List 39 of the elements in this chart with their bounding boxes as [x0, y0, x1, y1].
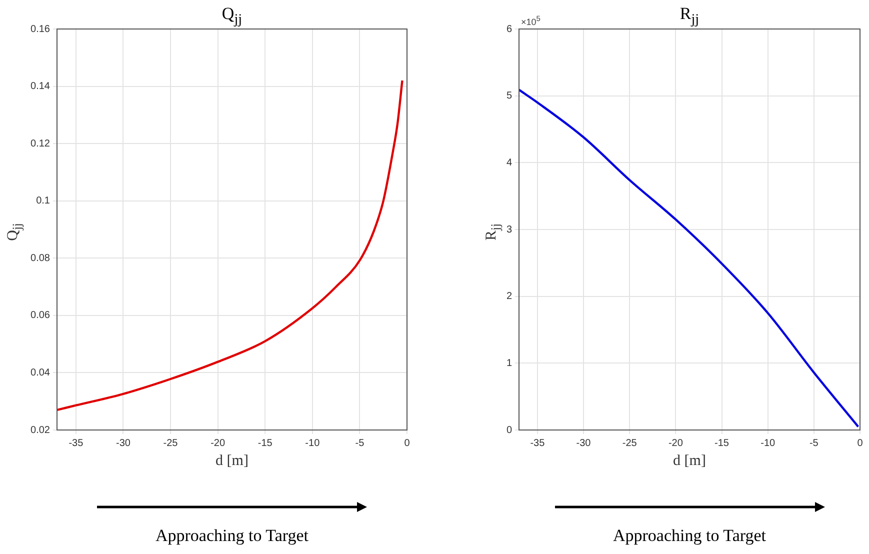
y-tick-label: 0.12 [30, 138, 50, 150]
y-tick-label: 0 [506, 424, 512, 436]
y-tick-label: 0.08 [30, 252, 50, 264]
y-tick-label: 3 [506, 224, 512, 236]
text: Approaching to Target [612, 526, 766, 546]
x-tick-label: -15 [714, 438, 730, 449]
y-tick-label: 4 [506, 157, 512, 168]
chart-title: Q$_{jj}$ [220, 4, 244, 28]
y-tick-label: 6 [506, 24, 512, 35]
y-tick-label: 0.14 [30, 81, 50, 92]
y-tick-label: 0.1 [36, 196, 50, 207]
x-axis-title: d [m] [673, 452, 706, 469]
y-tick-label: 0.02 [30, 424, 50, 436]
y-tick-label: 2 [506, 291, 512, 302]
text: Approaching to Target [155, 526, 309, 546]
y-tick-label: 0.06 [30, 310, 50, 322]
x-tick-label: -5 [355, 438, 365, 449]
x-tick-label: -35 [68, 438, 84, 449]
y-tick-label: 0.16 [30, 24, 50, 35]
x-tick-label: -30 [576, 438, 592, 449]
x-tick-label: -20 [668, 438, 684, 449]
x-tick-label: -35 [530, 438, 546, 449]
x-tick-label: -25 [163, 438, 178, 449]
x-axis-title: d [m] [216, 452, 248, 469]
y-tick-label: 0.04 [30, 367, 50, 378]
x-tick-label: -10 [305, 438, 320, 449]
text: ×10$^{5}$ [521, 14, 540, 27]
y-tick-label: 5 [506, 90, 512, 102]
x-tick-label: -15 [258, 438, 273, 449]
chart-title: R$_{jj}$ [680, 4, 700, 28]
x-tick-label: -20 [210, 438, 226, 449]
y-tick-label: 1 [506, 358, 512, 369]
x-tick-label: -30 [116, 438, 131, 449]
x-tick-label: -10 [760, 438, 776, 449]
x-tick-label: 0 [404, 438, 410, 449]
x-tick-label: 0 [857, 438, 864, 449]
x-tick-label: -25 [622, 438, 638, 449]
x-tick-label: -5 [809, 438, 819, 449]
line-series [57, 79, 404, 412]
